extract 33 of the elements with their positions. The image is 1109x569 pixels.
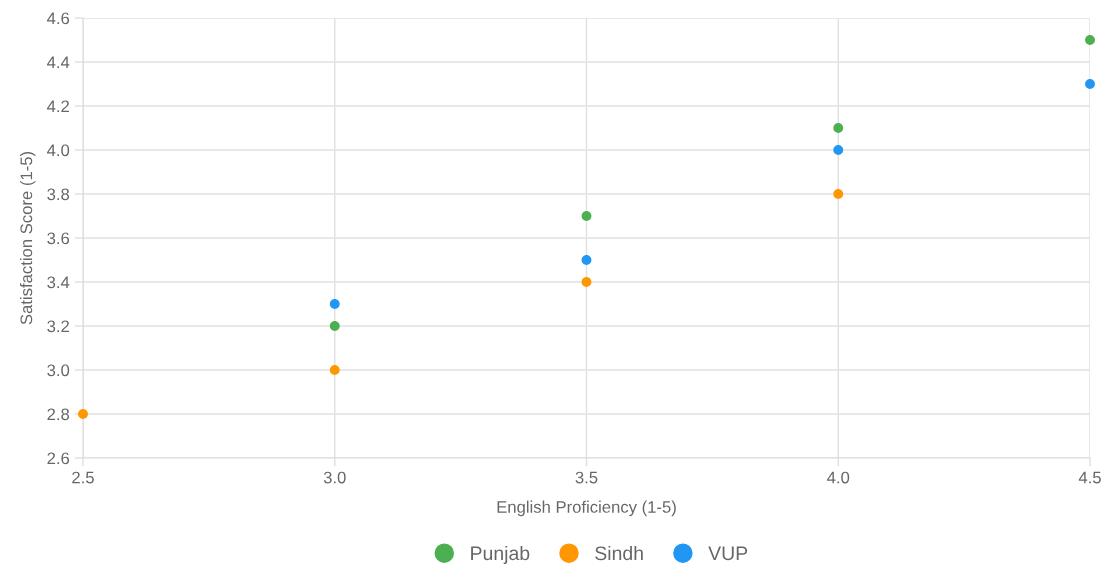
point: [329, 321, 340, 331]
x-tick-label: 2.5: [72, 471, 94, 484]
point: [581, 211, 592, 221]
point: [833, 123, 844, 133]
y-tick-label: 4.4: [47, 56, 70, 69]
y-tick-label: 3.2: [47, 320, 69, 333]
legend-label: Punjab: [471, 545, 530, 565]
point: [1085, 35, 1095, 45]
point: [581, 277, 592, 287]
x-tick-label: 3.5: [575, 471, 598, 484]
y-tick-label: 2.6: [47, 452, 70, 465]
y-tick-label: 3.4: [47, 276, 70, 289]
y-tick-label: 4.6: [47, 12, 70, 25]
legend-label: VUP: [708, 546, 748, 561]
point: [581, 255, 592, 265]
point: [329, 365, 340, 375]
y-tick-label: 3.6: [47, 232, 70, 245]
point: [833, 189, 844, 199]
legend-label: Sindh: [595, 545, 643, 561]
x-axis-title: English Proficiency (1-5): [497, 500, 676, 517]
y-tick-label: 2.8: [47, 408, 70, 421]
x-tick-label: 3.0: [323, 471, 346, 484]
point: [329, 299, 340, 309]
point: [833, 145, 844, 155]
y-axis-title: Satisfaction Score (1-5): [19, 151, 36, 325]
y-tick-label: 3.8: [47, 188, 70, 201]
x-tick-label: 4.0: [827, 471, 850, 484]
x-tick-label: 4.5: [1078, 471, 1101, 484]
y-tick-label: 3.0: [47, 364, 70, 377]
point: [78, 409, 88, 419]
point: [1085, 79, 1095, 89]
y-tick-label: 4.2: [47, 100, 69, 113]
y-tick-label: 4.0: [47, 144, 70, 157]
